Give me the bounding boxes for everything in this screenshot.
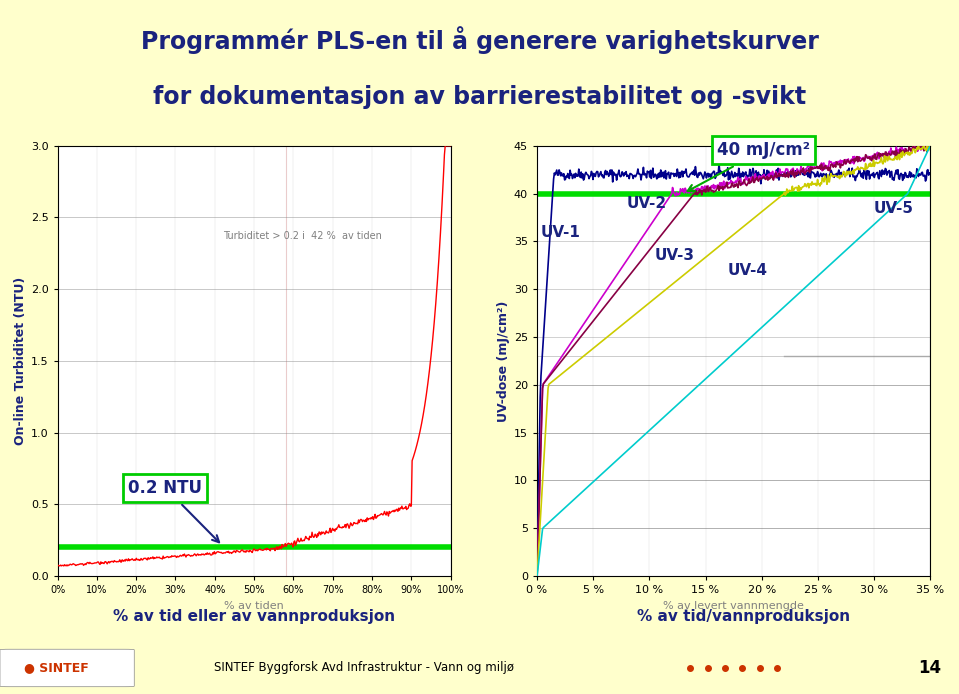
Y-axis label: UV-dose (mJ/cm²): UV-dose (mJ/cm²): [497, 301, 510, 421]
X-axis label: % av levert vannmengde: % av levert vannmengde: [664, 600, 804, 611]
Text: UV-3: UV-3: [655, 248, 695, 264]
Text: 14: 14: [919, 659, 942, 677]
Text: Programmér PLS-en til å generere varighetskurver: Programmér PLS-en til å generere varighe…: [141, 26, 818, 54]
Text: % av tid/vannproduksjon: % av tid/vannproduksjon: [637, 609, 850, 624]
Text: ● SINTEF: ● SINTEF: [24, 661, 89, 675]
Text: Turbiditet > 0.2 i  42 %  av tiden: Turbiditet > 0.2 i 42 % av tiden: [222, 231, 382, 241]
FancyBboxPatch shape: [0, 650, 134, 687]
Text: for dokumentasjon av barrierestabilitet og -svikt: for dokumentasjon av barrierestabilitet …: [152, 85, 807, 110]
Text: UV-5: UV-5: [874, 201, 914, 216]
Text: UV-2: UV-2: [627, 196, 667, 211]
Text: UV-1: UV-1: [541, 225, 580, 239]
Text: % av tid eller av vannproduksjon: % av tid eller av vannproduksjon: [113, 609, 395, 624]
Y-axis label: On-line Turbiditet (NTU): On-line Turbiditet (NTU): [13, 277, 27, 445]
Text: 40 mJ/cm²: 40 mJ/cm²: [688, 142, 809, 191]
Text: UV-4: UV-4: [728, 263, 768, 278]
X-axis label: % av tiden: % av tiden: [224, 600, 284, 611]
Text: SINTEF Byggforsk Avd Infrastruktur - Vann og miljø: SINTEF Byggforsk Avd Infrastruktur - Van…: [215, 661, 514, 675]
Text: 0.2 NTU: 0.2 NTU: [129, 479, 219, 542]
